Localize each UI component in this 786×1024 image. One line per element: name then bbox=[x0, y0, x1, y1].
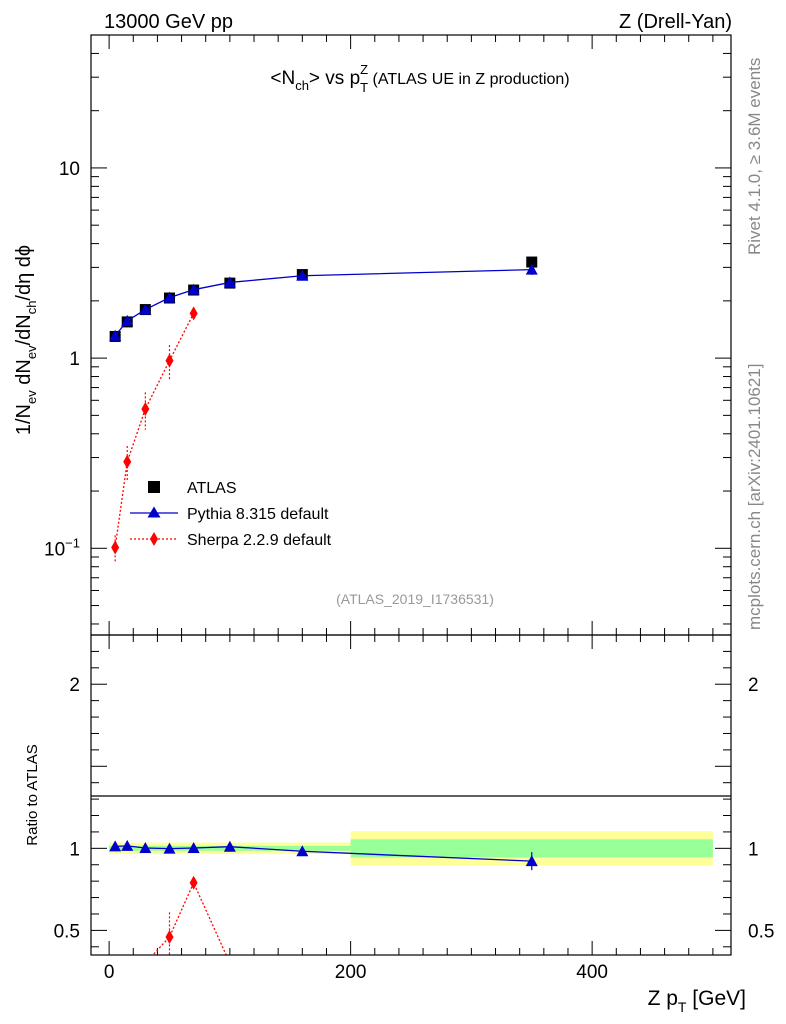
main-pythia-point bbox=[109, 329, 122, 341]
header-energy: 13000 GeV pp bbox=[104, 11, 233, 33]
ratio-sherpa-line bbox=[152, 881, 227, 955]
main-pythia-point bbox=[163, 291, 176, 303]
main-ylabel: 1/Nev dNev/dNch/dη dϕ bbox=[13, 245, 39, 435]
ytick-base: 10 bbox=[44, 539, 65, 560]
main-series bbox=[109, 256, 538, 562]
main-pythia-point bbox=[223, 276, 236, 288]
ratio-ytick-label-right: 2 bbox=[748, 675, 759, 696]
main-sherpa-point bbox=[123, 454, 132, 469]
ratio-sherpa-point bbox=[123, 976, 131, 990]
ratio-pythia-point bbox=[525, 855, 538, 867]
header-process: Z (Drell-Yan) bbox=[619, 11, 732, 33]
main-sherpa-line bbox=[114, 313, 195, 548]
xlabel-sub: T bbox=[678, 999, 687, 1015]
ratio-xlabel: Z pT [GeV] bbox=[648, 987, 746, 1015]
main-ytick-label: 1 bbox=[69, 349, 80, 370]
ratio-pythia-point bbox=[109, 840, 122, 852]
main-pythia-line bbox=[114, 268, 532, 337]
ytick-exp: −1 bbox=[65, 535, 80, 550]
ratio-panel: 0 200 400 0.5 0.5 1 1 2 2 Ratio to ATLAS Z pT [G… bbox=[24, 634, 774, 1015]
ratio-ytick-label-right: 1 bbox=[748, 839, 759, 860]
legend-marker-sherpa bbox=[150, 532, 158, 546]
main-pythia-point bbox=[187, 283, 200, 295]
ratio-sherpa-point bbox=[111, 993, 119, 1007]
ratio-ytick-label-right: 0.5 bbox=[748, 921, 774, 942]
ratio-ytick-label-left: 0.5 bbox=[54, 921, 80, 942]
ratio-sherpa-point bbox=[189, 875, 198, 890]
ratio-pythia-point bbox=[139, 842, 152, 854]
main-sherpa-point bbox=[141, 402, 150, 417]
ylabel-ev2: ev bbox=[24, 345, 39, 359]
ratio-pythia-point bbox=[296, 845, 309, 857]
ylabel-b: dN bbox=[13, 359, 35, 390]
ratio-ytick-label-left: 2 bbox=[69, 675, 80, 696]
xlabel-a: Z p bbox=[648, 987, 678, 1010]
main-atlas-point bbox=[526, 256, 538, 268]
ratio-sherpa-point bbox=[141, 956, 149, 970]
legend-label-sherpa: Sherpa 2.2.9 default bbox=[187, 532, 332, 549]
ratio-ticks: 0 200 400 0.5 0.5 1 1 2 2 bbox=[54, 635, 774, 983]
main-sherpa-point bbox=[189, 306, 198, 321]
ratio-xtick-label: 200 bbox=[335, 962, 367, 983]
main-pythia-point bbox=[525, 263, 538, 275]
ratio-ytick-label-left: 1 bbox=[69, 839, 80, 860]
legend-label-pythia: Pythia 8.315 default bbox=[187, 506, 329, 523]
main-sherpa-point bbox=[165, 353, 174, 368]
legend-label-atlas: ATLAS bbox=[187, 480, 237, 497]
main-ytick-label: 10 bbox=[59, 159, 80, 180]
main-pythia-point bbox=[121, 314, 134, 326]
chart-title: <Nch> vs pZ T (ATLAS UE in Z production) bbox=[270, 62, 569, 95]
ratio-xtick-label: 400 bbox=[576, 962, 608, 983]
main-pythia-point bbox=[296, 269, 309, 281]
legend-marker-pythia bbox=[147, 506, 161, 518]
main-pythia-point bbox=[139, 303, 152, 315]
ratio-band-green bbox=[350, 839, 713, 858]
rivet-version-label: Rivet 4.1.0, ≥ 3.6M events bbox=[745, 58, 764, 255]
title-pre: <N bbox=[270, 68, 295, 89]
title-sup: Z bbox=[360, 62, 368, 77]
title-ch: ch bbox=[295, 78, 309, 93]
mcplots-label: mcplots.cern.ch [arXiv:2401.10621] bbox=[745, 364, 764, 630]
analysis-tag: (ATLAS_2019_I1736531) bbox=[336, 591, 494, 607]
ratio-pythia-point bbox=[163, 842, 176, 854]
legend-marker-atlas bbox=[148, 481, 160, 493]
title-mid: > vs p bbox=[309, 68, 360, 89]
ylabel-c: /dN bbox=[13, 314, 35, 345]
title-sub: T bbox=[360, 80, 368, 95]
title-post: (ATLAS UE in Z production) bbox=[368, 71, 570, 88]
ratio-pythia-point bbox=[187, 842, 200, 854]
ratio-xtick-label: 0 bbox=[104, 962, 115, 983]
ylabel-d: /dη dϕ bbox=[13, 245, 35, 301]
xlabel-b: [GeV] bbox=[686, 987, 746, 1010]
ylabel-a: 1/N bbox=[13, 404, 35, 435]
ratio-ylabel: Ratio to ATLAS bbox=[24, 744, 41, 845]
main-sherpa-point bbox=[111, 540, 120, 555]
main-ytick-label: 10−1 bbox=[44, 535, 80, 560]
ratio-series bbox=[109, 839, 538, 1007]
ratio-pythia-point bbox=[223, 840, 236, 852]
ratio-sherpa-point bbox=[165, 929, 174, 944]
ylabel-ev1: ev bbox=[24, 390, 39, 404]
ylabel-ch: ch bbox=[24, 301, 39, 315]
legend: ATLAS Pythia 8.315 default Sherpa 2.2.9 … bbox=[130, 480, 332, 549]
ratio-pythia-point bbox=[121, 839, 134, 851]
ratio-frame bbox=[90, 634, 732, 956]
